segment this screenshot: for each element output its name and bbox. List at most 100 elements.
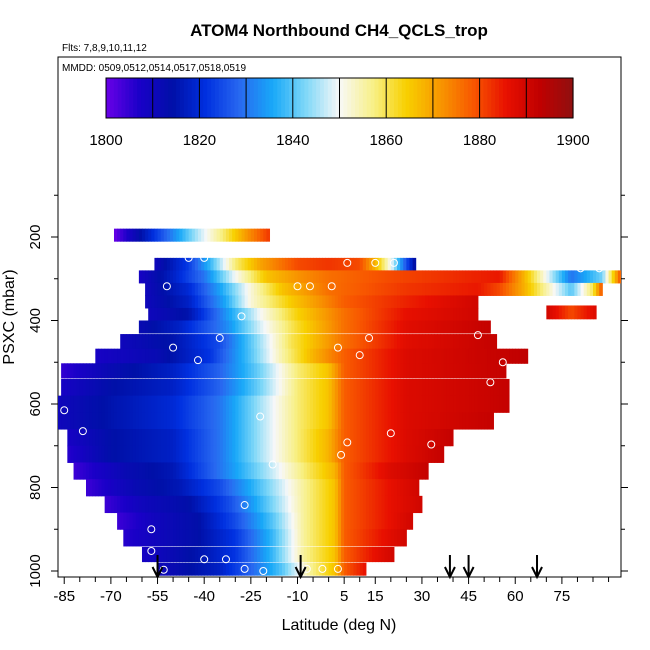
heat-cell (409, 307, 414, 321)
heat-cell (182, 295, 187, 309)
heat-cell (166, 512, 171, 530)
heat-cell (421, 429, 426, 447)
heat-cell (98, 462, 103, 480)
heat-cell (425, 412, 429, 430)
heat-cell (210, 412, 215, 430)
heat-cell (148, 512, 152, 530)
heat-cell (275, 348, 280, 364)
heat-cell (499, 282, 504, 296)
heat-cell (415, 334, 420, 350)
heat-cell (297, 562, 302, 576)
heat-cell (281, 295, 286, 309)
heat-cell (359, 295, 364, 309)
heat-cell (474, 348, 479, 364)
heat-cell (403, 512, 407, 530)
heat-cell (204, 270, 208, 284)
heat-cell (381, 529, 386, 547)
heat-cell (353, 348, 358, 364)
colorbar-swatch (234, 78, 239, 118)
heat-cell (157, 363, 162, 379)
heat-cell (474, 282, 479, 296)
heat-cell (207, 512, 211, 530)
heat-cell (387, 462, 392, 480)
heat-cell (285, 429, 289, 447)
heat-cell (322, 462, 327, 480)
heat-cell (316, 307, 320, 321)
heat-cell (331, 257, 336, 271)
heat-cell (204, 546, 208, 563)
heat-cell (288, 445, 292, 463)
heat-cell (328, 320, 333, 334)
heat-cell (344, 282, 348, 296)
heat-cell (216, 495, 221, 514)
heat-cell (328, 270, 333, 284)
heat-cell (319, 307, 323, 321)
heat-cell (412, 395, 417, 413)
heat-cell (334, 479, 339, 497)
colorbar-swatch (351, 78, 356, 118)
colorbar-swatch (370, 78, 376, 118)
heat-cell (428, 429, 432, 447)
heat-cell (434, 320, 438, 334)
heat-cell (331, 334, 336, 350)
heat-cell (201, 546, 205, 563)
heat-cell (263, 429, 267, 447)
heat-cell (453, 320, 457, 334)
heat-cell (353, 320, 358, 334)
heat-cell (219, 429, 224, 447)
heat-cell (403, 257, 407, 271)
heat-cell (278, 429, 283, 447)
heat-cell (306, 320, 311, 334)
heat-cell (443, 429, 448, 447)
heat-cell (309, 295, 314, 309)
colorbar: 1800 1820 1840 1860 1880 1900 (89, 77, 590, 149)
heat-cell (113, 348, 118, 364)
heat-cell (341, 282, 345, 296)
heat-cell (434, 395, 438, 413)
heat-cell (182, 412, 187, 430)
heat-cell (406, 320, 410, 334)
heat-cell (210, 307, 215, 321)
heat-cell (509, 282, 513, 296)
heat-cell (297, 257, 302, 271)
heat-cell (229, 395, 233, 413)
heat-cell (300, 363, 305, 379)
heat-cell (145, 395, 149, 413)
heat-cell (229, 529, 233, 547)
heat-cell (285, 378, 289, 397)
heat-cell (481, 363, 485, 379)
heat-cell (375, 529, 379, 547)
heat-cell (390, 495, 395, 514)
heat-cell (188, 334, 193, 350)
heat-cell (362, 307, 367, 321)
heat-cell (126, 395, 131, 413)
heat-cell (319, 512, 323, 530)
heat-cell (173, 282, 177, 296)
heat-cell (285, 348, 289, 364)
heat-cell (319, 445, 323, 463)
heat-cell (219, 529, 224, 547)
heat-cell (222, 562, 227, 576)
heat-cell (173, 479, 177, 497)
heat-cell (151, 462, 155, 480)
heat-cell (107, 445, 112, 463)
heat-cell (257, 228, 261, 242)
heat-cell (496, 270, 501, 284)
heat-cell (322, 257, 327, 271)
heat-cell (123, 479, 127, 497)
heat-cell (334, 307, 339, 321)
heat-cell (297, 512, 302, 530)
heat-cell (428, 378, 432, 397)
heat-cell (151, 495, 155, 514)
heat-cell (225, 495, 230, 514)
heat-cell (493, 282, 498, 296)
heat-cell (353, 378, 358, 397)
x-axis-label: Latitude (deg N) (282, 617, 397, 634)
heat-cell (365, 378, 370, 397)
heat-cell (169, 257, 174, 271)
heat-cell (225, 378, 230, 397)
heat-cell (350, 270, 354, 284)
heat-cell (204, 445, 208, 463)
heat-cell (135, 363, 140, 379)
heat-cell (481, 334, 485, 350)
